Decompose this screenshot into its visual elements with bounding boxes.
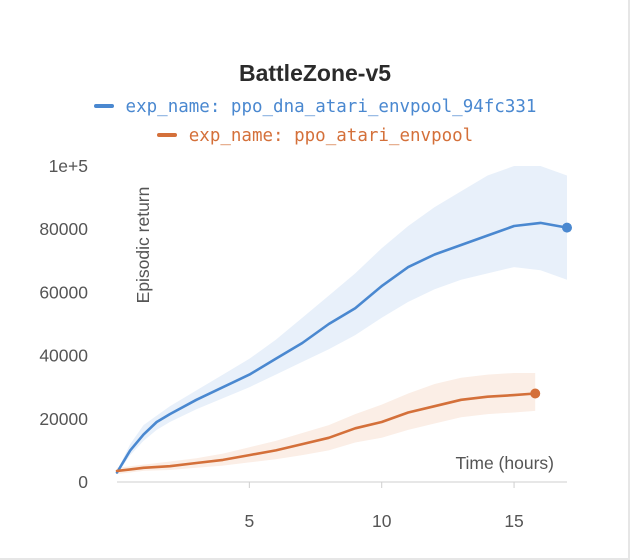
x-tick-label: 5: [244, 511, 254, 531]
y-tick-label: 60000: [39, 282, 88, 302]
legend-entry-dna[interactable]: exp_name: ppo_dna_atari_envpool_94fc331: [0, 97, 630, 117]
chart-title: BattleZone-v5: [238, 60, 392, 86]
y-tick-label: 80000: [39, 219, 88, 239]
legend-label-ppo: exp_name: ppo_atari_envpool: [188, 126, 474, 146]
y-tick-label: 40000: [39, 346, 88, 366]
legend-label-dna: exp_name: ppo_dna_atari_envpool_94fc331: [125, 97, 537, 117]
legend-swatch-dna: [93, 104, 114, 108]
x-tick-label: 10: [372, 511, 392, 531]
series-1-line[interactable]: [115, 392, 537, 473]
y-tick-label: 20000: [39, 409, 88, 429]
series-0-line[interactable]: [115, 221, 569, 474]
y-axis-label: Episodic return: [133, 187, 153, 304]
series-1-end-marker[interactable]: [530, 388, 541, 399]
series-0-end-marker[interactable]: [562, 222, 572, 233]
legend-entry-ppo[interactable]: exp_name: ppo_atari_envpool: [0, 126, 630, 146]
y-tick-label: 0: [78, 472, 88, 492]
x-tick-label: 15: [504, 511, 523, 531]
y-tick-label: 1e+5: [49, 156, 88, 176]
series-1-band: [117, 373, 536, 475]
legend-swatch-ppo: [156, 133, 177, 137]
series-0-band: [117, 166, 567, 475]
x-axis-label: Time (hours): [455, 453, 554, 473]
